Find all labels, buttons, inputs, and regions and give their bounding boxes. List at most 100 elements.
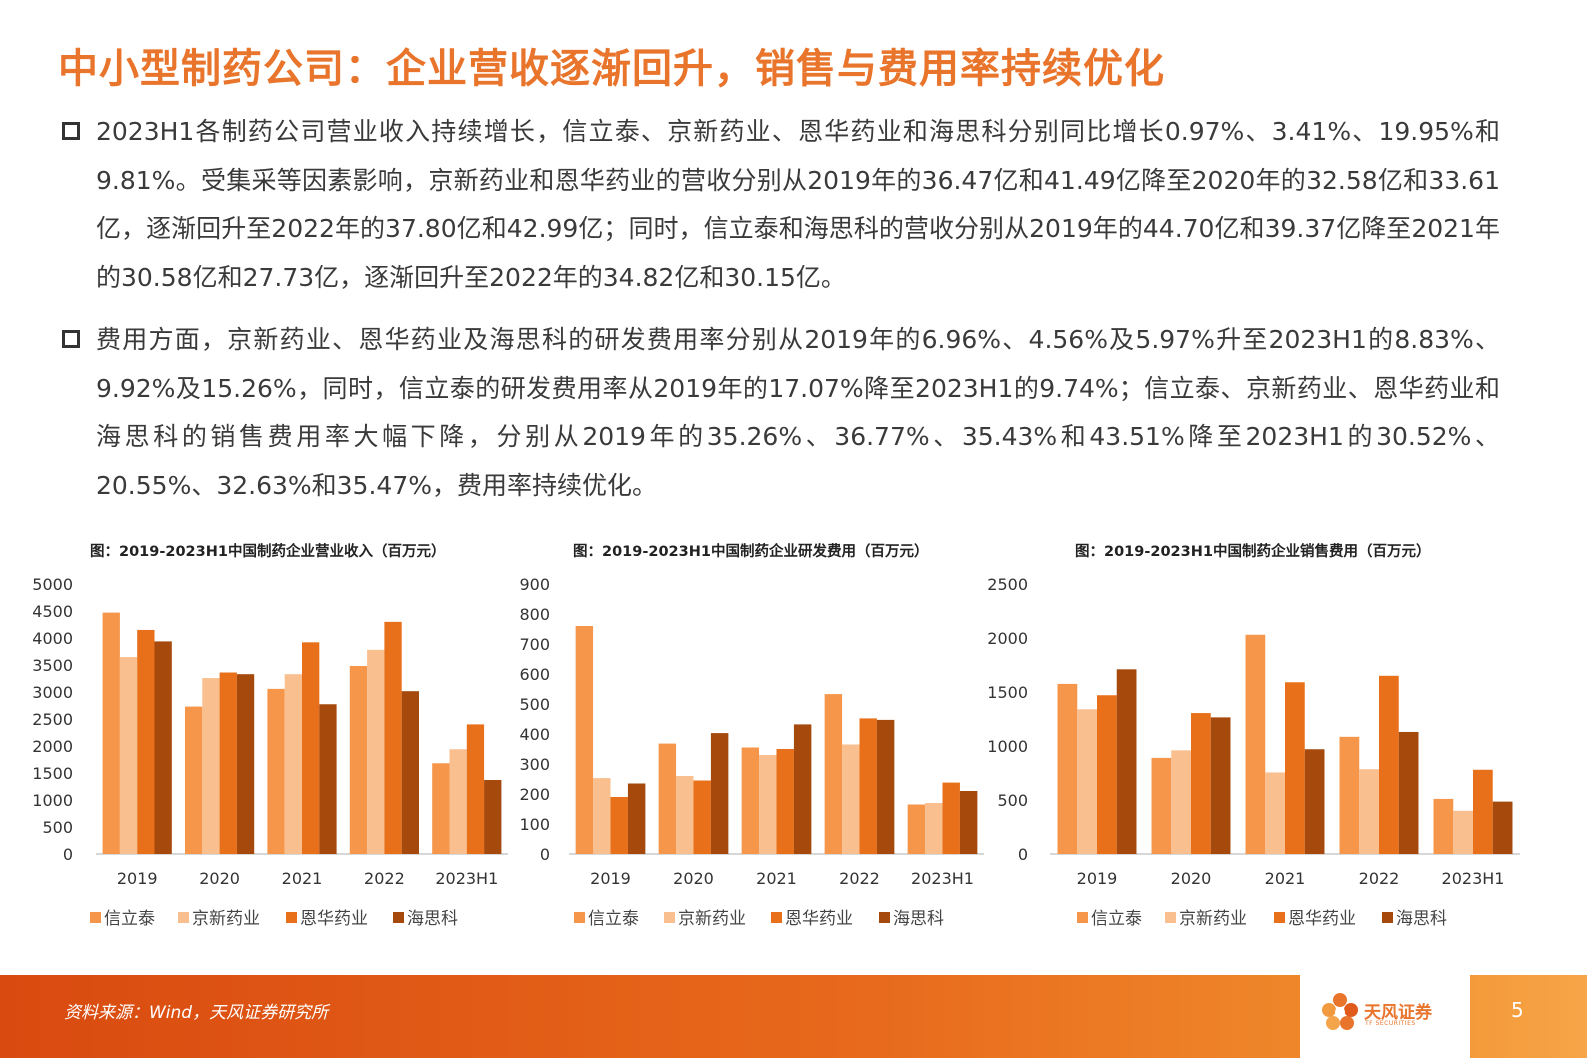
bar-信立泰 [432, 763, 450, 854]
revenue-chart: 图：2019-2023H1中国制药企业营业收入（百万元） 0 500 1000 150… [20, 532, 520, 956]
x-tick-label: 2023H1 [1442, 869, 1505, 888]
y-tick-label: 100 [519, 815, 550, 834]
bar-恩华药业 [384, 621, 402, 854]
legend-label: 海思科 [1396, 909, 1447, 929]
bar-信立泰 [658, 743, 677, 854]
y-tick-label: 5000 [32, 575, 73, 594]
bar-海思科 [401, 691, 420, 854]
x-tick-label: 2021 [282, 869, 323, 888]
sales-expense-chart-svg: 0 500 1000 1500 2000 2500 2019 2020 2021 2022 2023… [987, 575, 1520, 929]
bar-恩华药业 [1191, 713, 1211, 854]
bar-海思科 [1116, 669, 1137, 854]
x-tick-label: 2021 [1265, 869, 1306, 888]
bar-海思科 [484, 780, 502, 854]
bar-京新药业 [1453, 810, 1473, 854]
bar-信立泰 [907, 804, 926, 854]
bar-京新药业 [593, 778, 611, 854]
y-tick-label: 0 [540, 845, 550, 864]
company-logo: 天风证券 TF SECURITIES [1320, 990, 1450, 1040]
x-tick-label: 2020 [673, 869, 714, 888]
chart-title: 图：2019-2023H1中国制药企业研发费用（百万元） [573, 544, 929, 560]
legend-swatch [771, 912, 782, 923]
bar-海思科 [319, 704, 337, 854]
bar-海思科 [236, 674, 255, 854]
legend-swatch [178, 912, 189, 923]
bar-海思科 [1304, 749, 1325, 854]
bar-海思科 [1398, 731, 1419, 854]
bar-信立泰 [1245, 634, 1266, 854]
bar-信立泰 [1057, 683, 1078, 854]
y-tick-label: 800 [519, 605, 550, 624]
x-tick-label: 2022 [364, 869, 405, 888]
bar-京新药业 [925, 803, 943, 854]
y-tick-label: 1500 [987, 683, 1028, 702]
legend-label: 海思科 [893, 909, 944, 929]
y-tick-label: 2500 [32, 710, 73, 729]
bar-海思科 [793, 724, 812, 854]
x-tick-label: 2019 [590, 869, 631, 888]
x-tick-label: 2023H1 [911, 869, 974, 888]
bar-恩华药业 [1285, 682, 1305, 854]
legend-swatch [393, 912, 404, 923]
bar-恩华药业 [302, 642, 320, 854]
x-tick-label: 2022 [839, 869, 880, 888]
bar-恩华药业 [1097, 695, 1117, 854]
bar-信立泰 [267, 688, 285, 854]
bar-信立泰 [102, 612, 120, 854]
rd-expense-chart-svg: 0 100 200 300 400 500 600 700 800 900 2019 2020 2021… [519, 575, 984, 929]
legend-label: 恩华药业 [1288, 909, 1356, 929]
bar-京新药业 [119, 657, 138, 854]
bar-京新药业 [759, 755, 777, 854]
bar-信立泰 [1339, 736, 1360, 854]
bar-京新药业 [1077, 709, 1097, 854]
x-tick-label: 2019 [117, 869, 158, 888]
page-title: 中小型制药公司：企业营收逐渐回升，销售与费用率持续优化 [58, 46, 1165, 92]
bullet-item: 2023H1各制药公司营业收入持续增长，信立泰、京新药业、恩华药业和海思科分别同… [60, 108, 1500, 302]
bar-恩华药业 [466, 724, 485, 854]
legend-swatch [1077, 912, 1088, 923]
x-tick-label: 2021 [756, 869, 797, 888]
legend-label: 京新药业 [192, 909, 260, 929]
y-tick-label: 2500 [987, 575, 1028, 594]
bar-信立泰 [824, 694, 843, 854]
y-tick-label: 400 [519, 725, 550, 744]
y-tick-label: 0 [1018, 845, 1028, 864]
legend-label: 恩华药业 [785, 909, 853, 929]
bar-恩华药业 [610, 797, 628, 854]
y-tick-label: 3500 [32, 656, 73, 675]
x-tick-label: 2023H1 [435, 869, 498, 888]
bar-信立泰 [741, 747, 760, 854]
bullet-item: 费用方面，京新药业、恩华药业及海思科的研发费用率分别从2019年的6.96%、4… [60, 316, 1500, 510]
bar-海思科 [710, 733, 729, 854]
y-tick-label: 3000 [32, 683, 73, 702]
bar-海思科 [1210, 717, 1231, 854]
bar-信立泰 [349, 665, 368, 854]
bar-恩华药业 [1379, 675, 1399, 854]
bar-京新药业 [676, 776, 694, 854]
bar-恩华药业 [137, 629, 155, 854]
x-tick-label: 2022 [1359, 869, 1400, 888]
y-tick-label: 1000 [32, 791, 73, 810]
bar-恩华药业 [693, 780, 711, 854]
y-tick-label: 300 [519, 755, 550, 774]
y-tick-label: 2000 [32, 737, 73, 756]
y-tick-label: 500 [42, 818, 73, 837]
y-tick-label: 500 [997, 791, 1028, 810]
legend-swatch [1165, 912, 1176, 923]
legend-swatch [574, 912, 585, 923]
x-tick-label: 2019 [1077, 869, 1118, 888]
y-tick-label: 600 [519, 665, 550, 684]
source-note: 资料来源：Wind，天风证券研究所 [64, 1003, 329, 1023]
y-tick-label: 200 [519, 785, 550, 804]
bar-海思科 [1492, 801, 1513, 854]
revenue-chart-svg: 0 500 1000 1500 2000 2500 3000 3500 4000 4500 5000… [32, 575, 508, 929]
legend-swatch [1382, 912, 1393, 923]
legend-label: 恩华药业 [300, 909, 368, 929]
bar-京新药业 [367, 649, 385, 854]
logo-text: 天风证券 [1364, 1003, 1432, 1023]
legend-swatch [1274, 912, 1285, 923]
bar-京新药业 [1359, 769, 1379, 854]
legend-swatch [664, 912, 675, 923]
page-number: 5 [1511, 998, 1524, 1022]
legend-label: 京新药业 [1179, 909, 1247, 929]
